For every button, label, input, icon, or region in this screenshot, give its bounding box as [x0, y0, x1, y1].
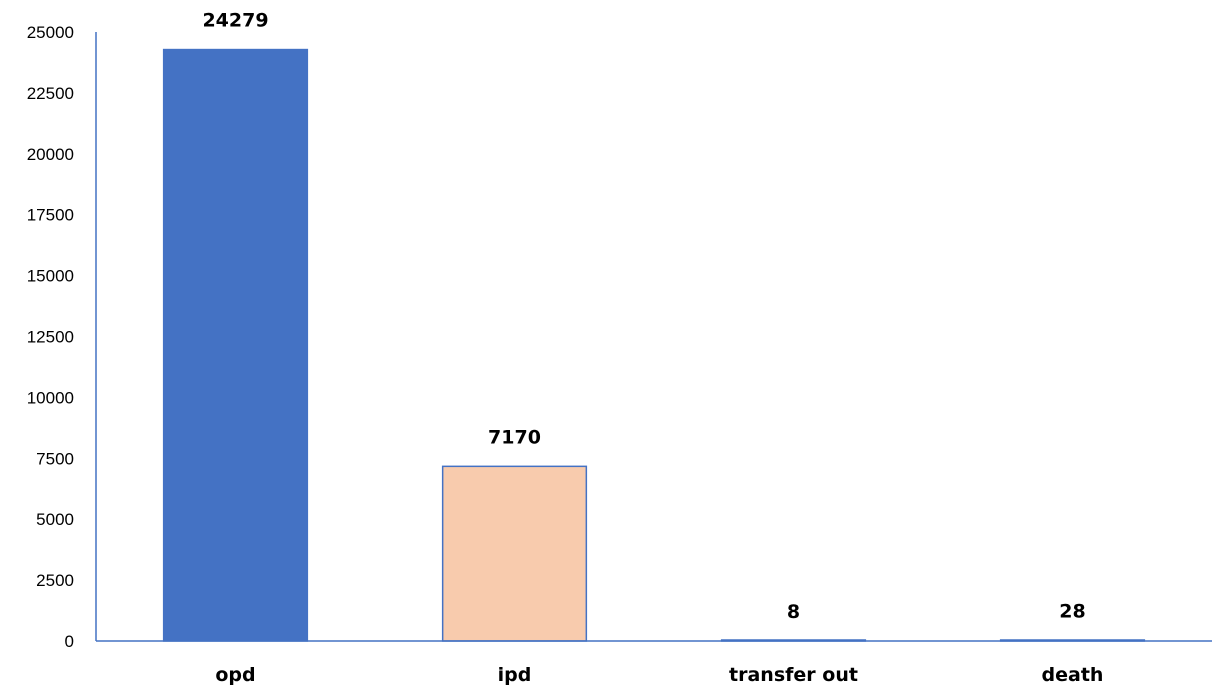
- y-axis: 0 2500 5000 7500 10000 12500 15000 17500 20000 22…: [27, 23, 97, 651]
- x-tick-label: opd: [215, 664, 255, 686]
- bar-opd: [162, 48, 309, 642]
- x-axis: opd ipd transfer out death: [96, 640, 1212, 686]
- x-tick-label: ipd: [498, 664, 532, 686]
- bars: [162, 48, 1146, 642]
- y-tick-label: 25000: [27, 23, 74, 42]
- y-tick-label: 15000: [27, 267, 74, 286]
- y-tick-label: 17500: [27, 206, 74, 225]
- data-label: 8: [787, 601, 800, 623]
- y-tick-label: 12500: [27, 328, 74, 347]
- x-tick-label: death: [1042, 664, 1104, 686]
- y-tick-label: 22500: [27, 84, 74, 103]
- y-tick-label: 2500: [36, 571, 74, 590]
- y-tick-label: 5000: [36, 510, 74, 529]
- data-label: 24279: [202, 10, 268, 32]
- data-label: 7170: [488, 426, 541, 448]
- y-tick-label: 7500: [36, 449, 74, 468]
- data-label: 28: [1059, 600, 1085, 622]
- x-tick-label: transfer out: [729, 664, 858, 686]
- y-tick-label: 20000: [27, 145, 74, 164]
- data-labels: 24279 7170 8 28: [202, 10, 1085, 623]
- y-tick-label: 10000: [27, 388, 74, 407]
- y-tick-label: 0: [65, 632, 74, 651]
- bar-ipd: [441, 465, 588, 642]
